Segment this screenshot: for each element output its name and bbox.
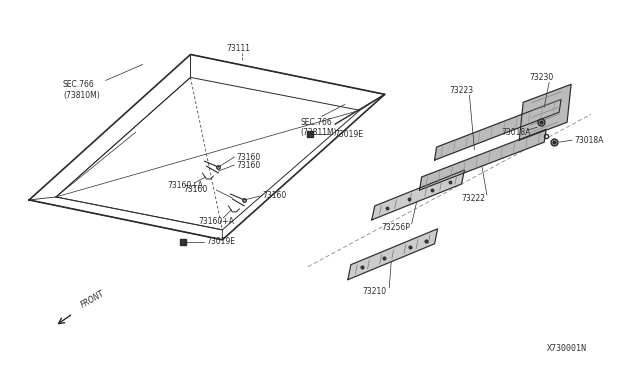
Text: (73811M): (73811M) — [300, 128, 337, 137]
Text: 73111: 73111 — [227, 44, 250, 53]
Text: 73160: 73160 — [236, 153, 260, 161]
Polygon shape — [372, 170, 465, 220]
Text: 73019E: 73019E — [207, 237, 236, 246]
Text: SEC.766: SEC.766 — [300, 118, 332, 127]
Text: 73256P: 73256P — [382, 223, 411, 232]
Text: 73160: 73160 — [184, 186, 208, 195]
Text: 73018A: 73018A — [574, 136, 604, 145]
Text: 73019E: 73019E — [334, 130, 363, 139]
Polygon shape — [519, 84, 571, 140]
Polygon shape — [435, 99, 561, 160]
Text: 73160: 73160 — [236, 161, 260, 170]
Text: 73160: 73160 — [262, 192, 287, 201]
Text: 73223: 73223 — [449, 86, 474, 95]
Polygon shape — [348, 229, 438, 280]
Text: (73810M): (73810M) — [63, 91, 100, 100]
Text: 73222: 73222 — [461, 195, 486, 203]
Text: 73210: 73210 — [362, 287, 386, 296]
Text: 73018A: 73018A — [501, 128, 531, 137]
Text: X730001N: X730001N — [547, 344, 587, 353]
Text: 73160+A: 73160+A — [198, 217, 234, 227]
Polygon shape — [420, 129, 546, 190]
Text: 73160+A: 73160+A — [168, 180, 204, 189]
Text: 73230: 73230 — [529, 73, 554, 82]
Text: SEC.766: SEC.766 — [63, 80, 95, 89]
Text: FRONT: FRONT — [79, 289, 106, 310]
